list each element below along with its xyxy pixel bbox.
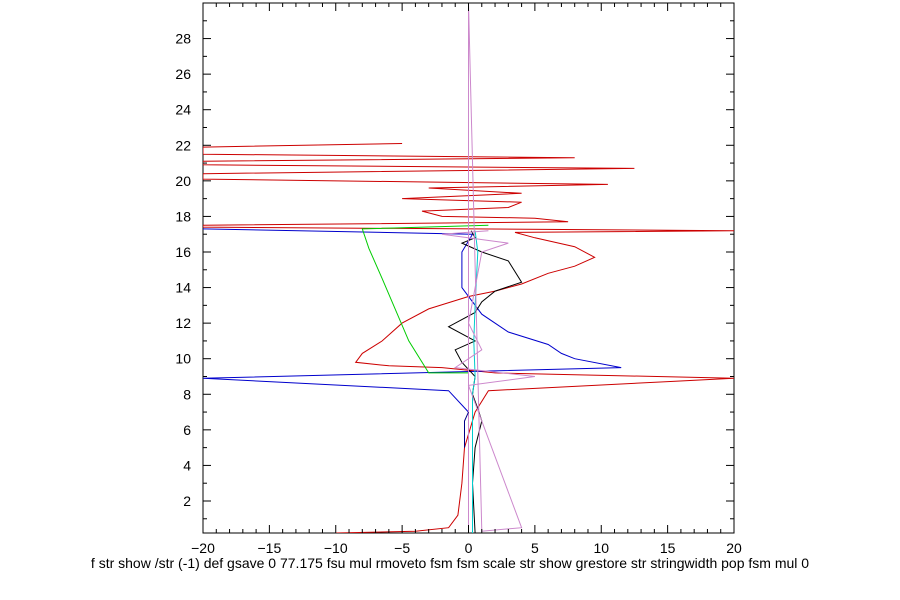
series-line-7 [464,411,469,448]
y-tick-label: 14 [175,280,191,296]
y-tick-label: 24 [175,102,191,118]
x-tick-label: 20 [726,540,742,556]
tick-layer: −20 −15 −10 −5 0 5 10 15 20246810121416182022242… [175,3,742,556]
x-tick-label: 10 [593,540,609,556]
y-tick-label: 22 [175,137,191,153]
y-tick-label: 10 [175,351,191,367]
x-tick-label: 0 [465,540,473,556]
y-tick-label: 26 [175,66,191,82]
series-line-1 [203,143,734,533]
series-line-5 [472,230,479,533]
y-tick-label: 18 [175,208,191,224]
x-tick-label: −5 [394,540,410,556]
x-tick-label: −10 [324,540,348,556]
y-tick-label: 4 [183,457,191,473]
x-tick-label: −15 [258,540,282,556]
y-tick-label: 20 [175,173,191,189]
x-tick-label: 5 [531,540,539,556]
series-line-2 [203,228,622,519]
y-tick-label: 2 [183,493,191,509]
y-tick-label: 12 [175,315,191,331]
series-line-4 [361,224,489,395]
x-tick-label: −20 [191,540,215,556]
x-tick-label: 15 [660,540,676,556]
x-axis-label: f str show /str (-1) def gsave 0 77.175 … [91,555,809,571]
y-tick-label: 16 [175,244,191,260]
y-tick-label: 8 [183,386,191,402]
y-tick-label: 28 [175,31,191,47]
y-tick-label: 6 [183,422,191,438]
